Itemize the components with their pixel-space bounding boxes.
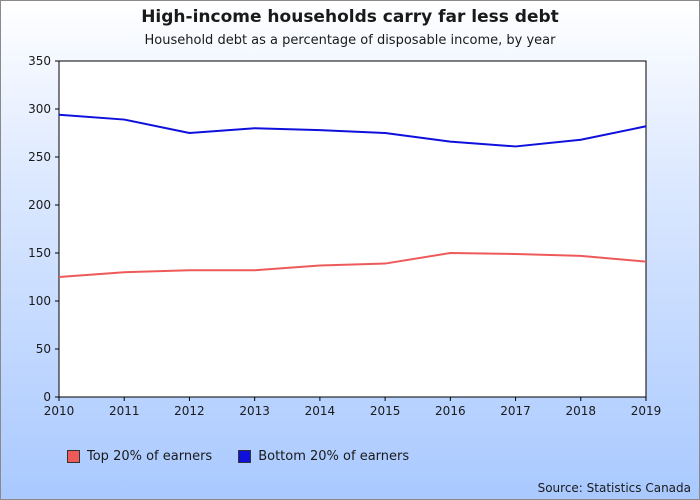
line-chart: 0 50 100 150 200 250 300 350 2010 2011 2012 2013 201… <box>28 54 662 418</box>
y-tick-label: 300 <box>28 102 51 116</box>
legend-swatch-top-earners <box>67 450 80 463</box>
y-tick-label: 150 <box>28 246 51 260</box>
legend-item-top-earners: Top 20% of earners <box>67 449 212 464</box>
x-tick-label: 2016 <box>435 404 466 418</box>
y-tick-label: 100 <box>28 294 51 308</box>
x-tick-label: 2014 <box>305 404 336 418</box>
x-tick-label: 2013 <box>239 404 270 418</box>
legend-label-top-earners: Top 20% of earners <box>87 449 213 464</box>
x-tick-label: 2012 <box>174 404 205 418</box>
y-tick-label: 250 <box>28 150 51 164</box>
legend-swatch-bottom-earners <box>238 450 252 463</box>
x-tick-label: 2015 <box>370 404 401 418</box>
chart-subtitle: Household debt as a percentage of dispos… <box>144 33 556 48</box>
plot-area <box>58 60 647 398</box>
source-note: Source: Statistics Canada <box>537 481 691 495</box>
x-tick-label: 2011 <box>109 404 140 418</box>
legend-label-bottom-earners: Bottom 20% of earners <box>258 449 410 464</box>
y-tick-label: 0 <box>43 390 51 404</box>
y-tick-label: 50 <box>36 342 51 356</box>
legend: Top 20% of earners Bottom 20% of earners <box>67 449 409 464</box>
chart-title: High-income households carry far less de… <box>141 7 559 27</box>
x-tick-label: 2010 <box>44 404 75 418</box>
x-tick-label: 2017 <box>500 404 531 418</box>
series-line-bottom-earners <box>58 113 647 148</box>
x-tick-label: 2019 <box>631 404 662 418</box>
y-tick-label: 200 <box>28 198 51 212</box>
y-tick-label: 350 <box>28 54 51 68</box>
x-tick-label: 2018 <box>566 404 597 418</box>
series-line-top-earners <box>58 252 647 278</box>
legend-item-bottom-earners: Bottom 20% of earners <box>238 449 409 464</box>
